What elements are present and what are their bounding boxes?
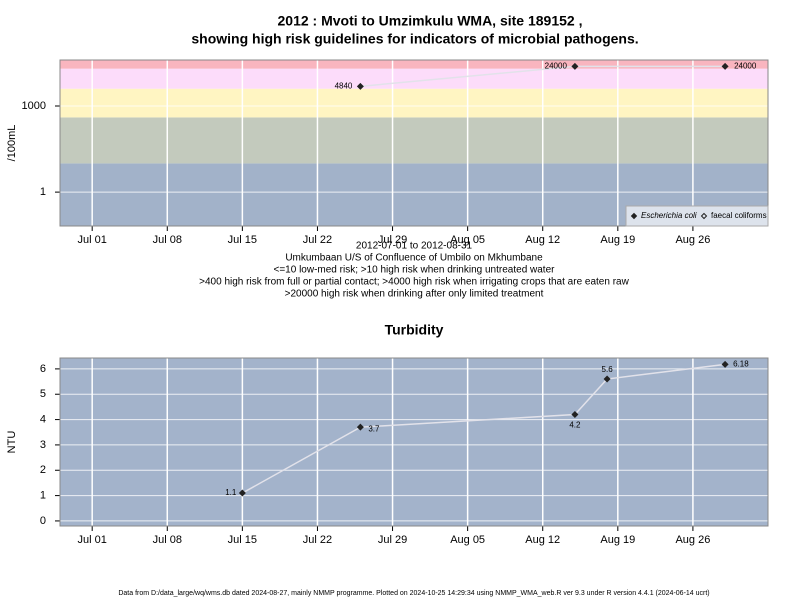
note: >20000 high risk when drinking after onl…	[285, 289, 544, 300]
data-point	[603, 375, 611, 383]
legend-marker	[700, 212, 708, 220]
x-tick-label: Aug 05	[450, 234, 485, 246]
risk-band	[60, 60, 768, 69]
y-tick-label: 0	[40, 515, 46, 527]
legend-marker	[630, 212, 638, 220]
risk-band	[60, 68, 768, 89]
data-label: 24000	[734, 61, 757, 70]
y-tick-label: 4	[40, 413, 46, 425]
legend-label: faecal coliforms	[711, 211, 767, 220]
footer: Data from D:/data_large/wq/wms.db dated …	[118, 590, 709, 597]
x-tick-label: Jul 29	[378, 234, 407, 246]
y-tick-label: 6	[40, 363, 46, 375]
plot-frame	[59, 59, 769, 227]
x-tick-label: Jul 01	[78, 534, 107, 546]
plot-background	[60, 358, 768, 526]
y-axis-label: NTU	[6, 431, 18, 454]
x-tick-label: Aug 26	[675, 534, 710, 546]
x-tick-label: Aug 19	[600, 234, 635, 246]
legend-label: Escherichia coli	[641, 211, 697, 220]
y-tick-label: 1	[40, 186, 46, 198]
data-point	[356, 82, 364, 90]
x-tick-label: Jul 22	[303, 234, 332, 246]
note: <=10 low-med risk; >10 high risk when dr…	[274, 265, 556, 276]
data-point	[238, 489, 246, 497]
data-label: 1.1	[225, 488, 237, 497]
y-tick-label: 1000	[22, 100, 46, 112]
note: Umkumbaan U/S of Confluence of Umbilo on…	[285, 253, 543, 264]
data-label: 3.7	[368, 424, 380, 433]
x-tick-label: Aug 12	[525, 234, 560, 246]
y-tick-label: 5	[40, 388, 46, 400]
data-point	[571, 62, 579, 70]
legend-box	[625, 205, 769, 227]
y-tick-label: 2	[40, 464, 46, 476]
data-label: 5.6	[602, 365, 614, 374]
y-tick-label: 1	[40, 489, 46, 501]
note: 2012-07-01 to 2012-08-31	[356, 241, 473, 252]
chart-title: Turbidity	[385, 322, 444, 338]
x-tick-label: Aug 26	[675, 234, 710, 246]
x-tick-label: Aug 12	[525, 534, 560, 546]
x-tick-label: Jul 01	[78, 234, 107, 246]
data-label: 24000	[545, 61, 568, 70]
risk-band	[60, 117, 768, 164]
x-tick-label: Aug 05	[450, 534, 485, 546]
x-tick-label: Jul 22	[303, 534, 332, 546]
risk-band	[60, 88, 768, 118]
data-point	[721, 62, 729, 70]
data-label: 4840	[335, 81, 353, 90]
y-axis-label: /100mL	[6, 125, 18, 162]
data-label: 4.2	[569, 421, 581, 430]
x-tick-label: Aug 19	[600, 534, 635, 546]
chart-subtitle: showing high risk guidelines for indicat…	[191, 31, 638, 47]
x-tick-label: Jul 08	[153, 234, 182, 246]
data-point	[571, 411, 579, 419]
note: >400 high risk from full or partial cont…	[199, 277, 629, 288]
x-tick-label: Jul 15	[228, 234, 257, 246]
plot-frame	[59, 357, 769, 527]
x-tick-label: Jul 08	[153, 534, 182, 546]
chart-title: 2012 : Mvoti to Umzimkulu WMA, site 1891…	[278, 13, 583, 29]
data-point	[356, 423, 364, 431]
data-point	[721, 360, 729, 368]
y-tick-label: 3	[40, 439, 46, 451]
data-label: 6.18	[733, 359, 749, 368]
x-tick-label: Jul 15	[228, 534, 257, 546]
x-tick-label: Jul 29	[378, 534, 407, 546]
